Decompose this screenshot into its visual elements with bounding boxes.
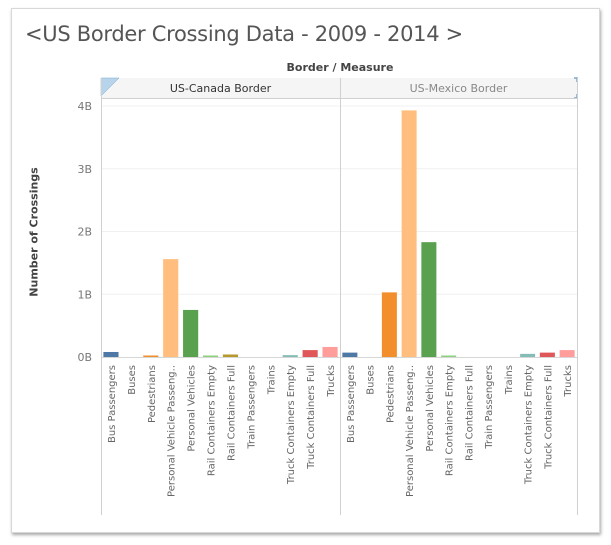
bar[interactable] [381,292,397,357]
bar[interactable] [202,355,219,358]
x-tick-label: Rail Containers Full [464,365,475,461]
x-tick-label: Personal Vehicles [425,365,436,452]
bar[interactable] [163,259,179,357]
y-tick-label: 1B [77,288,92,301]
panel-header-bar [101,78,577,98]
x-tick-label: Rail Containers Full [226,365,237,461]
x-tick-label: Bus Passengers [107,365,118,443]
bar[interactable] [401,110,417,357]
bar[interactable] [539,352,555,357]
y-tick-label: 3B [77,163,92,176]
bar[interactable] [322,346,338,357]
x-tick-label: Rail Containers Empty [445,365,456,476]
x-tick-label: Truck Containers Full [543,365,554,470]
x-tick-label: Train Passengers [484,365,495,450]
x-tick-label: Rail Containers Empty [207,365,218,476]
panel-header-us-mexico[interactable]: US-Mexico Border [410,82,508,95]
x-tick-label: Trucks [563,365,574,398]
y-tick-label: 0B [77,351,92,364]
bar[interactable] [441,355,457,358]
x-tick-label: Personal Vehicles [187,365,198,452]
panel-header-us-canada[interactable]: US-Canada Border [170,82,272,95]
bar[interactable] [183,309,199,357]
bar[interactable] [559,350,575,357]
x-tick-label: Pedestrians [385,365,396,423]
x-tick-label: Personal Vehicle Passeng.. [405,365,416,497]
bar[interactable] [342,352,358,357]
bar[interactable] [222,354,239,357]
x-tick-label: Truck Containers Empty [286,365,297,485]
x-tick-label: Pedestrians [147,365,158,423]
x-tick-label: Buses [127,365,138,395]
bar[interactable] [143,355,159,358]
x-tick-label: Trains [266,365,277,395]
bar[interactable] [282,355,298,357]
y-tick-label: 4B [77,100,92,113]
x-tick-label: Trains [504,365,515,395]
bar[interactable] [302,350,318,357]
y-tick-label: 2B [77,226,92,239]
x-tick-label: Personal Vehicle Passeng.. [167,365,178,497]
x-tick-label: Truck Containers Full [306,365,317,470]
x-tick-label: Truck Containers Empty [524,365,535,485]
bar[interactable] [103,351,119,357]
x-tick-label: Buses [366,365,377,395]
bar[interactable] [520,353,536,357]
bar[interactable] [421,242,437,357]
x-tick-label: Trucks [326,365,337,398]
column-header-title: Border / Measure [286,61,394,74]
x-tick-label: Train Passengers [246,365,257,450]
chart-title: <US Border Crossing Data - 2009 - 2014 > [25,22,463,46]
x-tick-label: Bus Passengers [346,365,357,443]
